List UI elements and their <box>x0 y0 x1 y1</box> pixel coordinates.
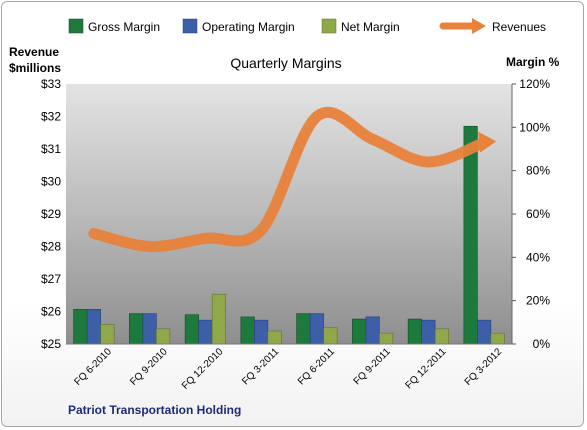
legend-label-net-margin: Net Margin <box>341 20 400 34</box>
right-tick-label: 100% <box>519 120 550 134</box>
bar-gross-margin <box>463 125 478 345</box>
bars <box>66 125 512 345</box>
legend-label-gross-margin: Gross Margin <box>88 20 160 34</box>
left-tick-label: $28 <box>41 240 61 254</box>
right-tick-label: 120% <box>519 77 550 91</box>
right-tick-label: 20% <box>526 294 550 308</box>
bar-net-margin <box>156 328 171 345</box>
right-tick-label: 40% <box>526 250 550 264</box>
x-tick-label: FQ 6-2011 <box>296 346 337 387</box>
bar-net-margin <box>267 330 282 345</box>
x-tick-label: FQ 9-2011 <box>352 346 393 387</box>
x-axis-ticks: FQ 6-2010 FQ 9-2010 FQ 12-2010 FQ 3-2011 FQ … <box>72 346 504 392</box>
legend-label-operating-margin: Operating Margin <box>202 20 295 34</box>
bar-gross-margin <box>73 309 88 345</box>
right-tick-label: 60% <box>526 207 550 221</box>
bar-operating-margin <box>198 319 213 345</box>
left-tick-label: $26 <box>41 305 61 319</box>
right-axis-ticks: 0% 20% 40% 60% 80% 100% 120% <box>511 77 551 351</box>
left-tick-label: $25 <box>41 337 61 351</box>
bar-operating-margin <box>477 319 492 345</box>
bar-gross-margin <box>184 314 199 345</box>
left-tick-label: $30 <box>41 175 61 189</box>
right-tick-label: 80% <box>526 164 550 178</box>
bar-gross-margin <box>296 313 311 345</box>
bar-net-margin <box>434 328 449 345</box>
bar-operating-margin <box>365 316 380 345</box>
bar-operating-margin <box>309 313 324 345</box>
bar-gross-margin <box>129 313 144 345</box>
plot-area <box>66 84 512 344</box>
left-tick-label: $27 <box>41 272 61 286</box>
bar-operating-margin <box>142 313 157 345</box>
left-tick-label: $33 <box>41 77 61 91</box>
x-tick-label: FQ 9-2010 <box>128 346 170 388</box>
bar-operating-margin <box>421 319 436 345</box>
x-tick-label: FQ 12-2011 <box>404 346 449 391</box>
right-tick-label: 0% <box>533 337 551 351</box>
legend-swatch-gross-margin <box>68 18 84 34</box>
bar-net-margin <box>323 327 338 345</box>
legend-label-revenues: Revenues <box>492 20 546 34</box>
bar-net-margin <box>211 293 226 345</box>
legend-swatch-net-margin <box>321 18 337 34</box>
revenue-line <box>88 106 497 253</box>
bar-gross-margin <box>407 318 422 345</box>
left-axis-label-line1: Revenue <box>9 45 59 59</box>
left-tick-label: $32 <box>41 110 61 124</box>
x-tick-label: FQ 3-2012 <box>463 346 505 388</box>
bar-net-margin <box>100 324 115 345</box>
bar-net-margin <box>379 332 394 345</box>
x-tick-label: FQ 6-2010 <box>72 346 114 388</box>
left-tick-label: $31 <box>41 142 61 156</box>
legend-arrowhead-revenues <box>472 18 486 34</box>
right-axis-label: Margin % <box>506 55 560 69</box>
revenue-line-path <box>88 106 490 253</box>
legend: Gross Margin Operating Margin Net Margin… <box>68 18 546 34</box>
chart-title: Quarterly Margins <box>230 55 341 71</box>
company-name: Patriot Transportation Holding <box>68 403 241 417</box>
bar-gross-margin <box>240 316 255 345</box>
revenue-line-arrowhead <box>478 131 497 153</box>
x-tick-label: FQ 12-2010 <box>180 346 226 392</box>
left-tick-label: $29 <box>41 207 61 221</box>
legend-swatch-operating-margin <box>182 18 198 34</box>
x-tick-label: FQ 3-2011 <box>240 346 281 387</box>
left-axis-ticks: $25 $26 $27 $28 $29 $30 $31 $32 $33 <box>41 77 61 351</box>
bar-operating-margin <box>254 319 269 345</box>
bar-net-margin <box>490 332 505 345</box>
bar-gross-margin <box>352 318 367 345</box>
left-axis-label-line2: $millions <box>9 61 61 75</box>
bar-operating-margin <box>86 309 101 345</box>
